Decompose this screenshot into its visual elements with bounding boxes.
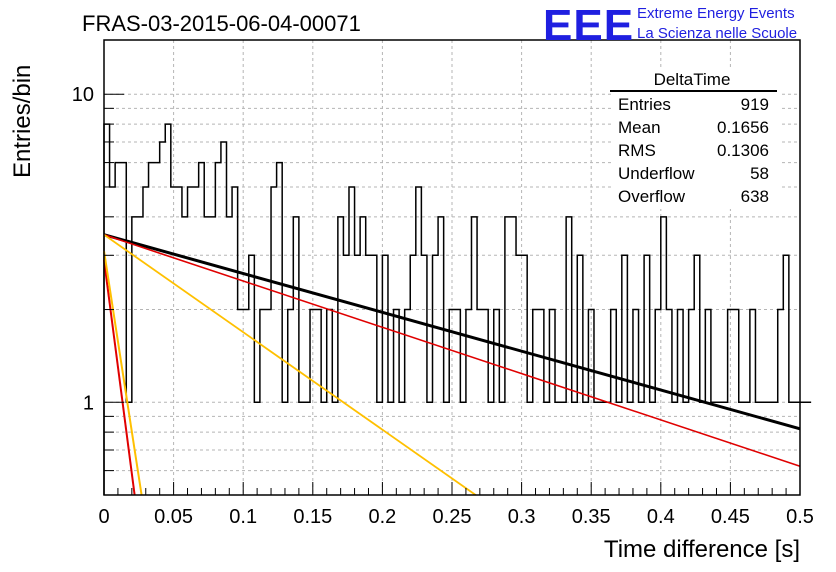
stats-label-underflow: Underflow	[618, 164, 695, 183]
eee-logo: EEE	[543, 1, 634, 50]
fit-line	[103, 259, 136, 496]
x-tick-label: 0.35	[572, 506, 611, 528]
x-tick-label: 0.25	[433, 506, 472, 528]
logo-line-1: Extreme Energy Events	[637, 5, 795, 22]
stats-value-overflow: 638	[741, 187, 769, 206]
x-tick-label: 0.4	[647, 506, 675, 528]
logo-line-2: La Scienza nelle Scuole	[637, 25, 797, 42]
histogram-bars	[103, 123, 812, 495]
fit-line	[103, 233, 801, 467]
stats-label-rms: RMS	[618, 141, 656, 160]
stats-label-entries: Entries	[618, 95, 671, 114]
x-tick-label: 0.1	[229, 506, 257, 528]
chart-title: FRAS-03-2015-06-04-00071	[82, 11, 361, 36]
fit-lines	[103, 233, 801, 496]
x-axis-title: Time difference [s]	[604, 536, 800, 563]
stats-label-overflow: Overflow	[618, 187, 686, 206]
grid-lines	[104, 40, 800, 496]
stats-title: DeltaTime	[654, 70, 731, 89]
x-tick-label: 0.15	[293, 506, 332, 528]
y-axis-ticks: 1 10	[72, 84, 124, 496]
stats-value-underflow: 58	[750, 164, 769, 183]
y-axis-title: Entries/bin	[9, 65, 36, 178]
stats-value-mean: 0.1656	[717, 118, 769, 137]
y-tick-label: 1	[83, 392, 94, 414]
x-axis-ticks: 0 0.05 0.1 0.15 0.2 0.25 0.3 0.35 0.4 0.45 0.5	[98, 482, 814, 528]
x-tick-label: 0.5	[786, 506, 814, 528]
stats-label-mean: Mean	[618, 118, 661, 137]
stats-value-rms: 0.1306	[717, 141, 769, 160]
stats-value-entries: 919	[741, 95, 769, 114]
x-tick-label: 0.45	[711, 506, 750, 528]
fit-line	[103, 250, 143, 496]
x-tick-label: 0	[98, 506, 109, 528]
fit-line	[103, 233, 801, 431]
x-tick-label: 0.3	[508, 506, 536, 528]
fit-line	[103, 233, 477, 496]
stats-box-background	[612, 69, 780, 209]
x-tick-label: 0.05	[154, 506, 193, 528]
x-tick-label: 0.2	[368, 506, 396, 528]
stats-box: DeltaTime Entries 919 Mean 0.1656 RMS 0.…	[610, 69, 780, 209]
histogram-steps	[103, 123, 812, 495]
y-tick-label: 10	[72, 84, 94, 106]
